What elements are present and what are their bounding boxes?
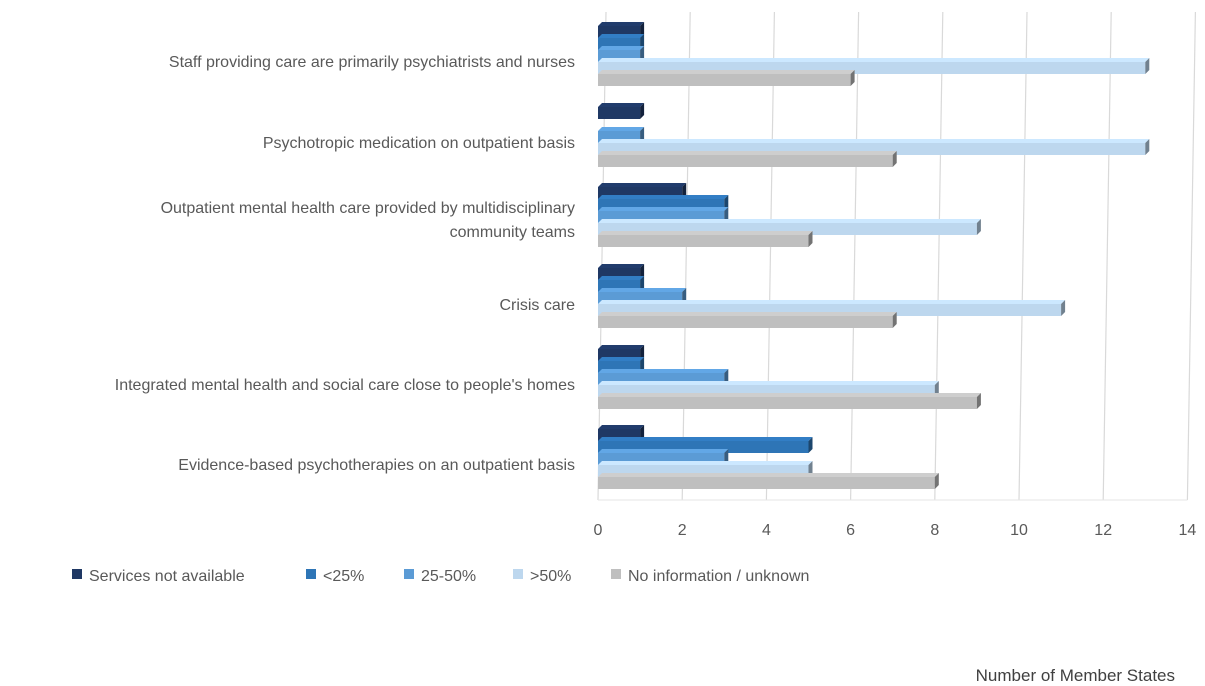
bar-top [598, 345, 645, 349]
bar-top [598, 58, 1150, 62]
bar-top [598, 473, 939, 477]
category-label: Evidence-based psychotherapies on an out… [178, 457, 575, 474]
legend-entry: >50% [513, 568, 571, 585]
bar [598, 231, 813, 247]
bar-top [598, 183, 687, 187]
category-label: Integrated mental health and social care… [115, 377, 575, 394]
gridline [1018, 11, 1028, 501]
bar-front [598, 477, 935, 489]
legend-entry: No information / unknown [611, 568, 809, 585]
bar-end [640, 103, 645, 119]
legend-swatch [611, 569, 621, 579]
x-tick-label: 0 [594, 522, 603, 539]
bar-top [598, 449, 729, 453]
legend-entry: Services not available [72, 568, 245, 585]
bar-front [598, 155, 893, 167]
x-axis-title: Number of Member States [975, 666, 1175, 685]
bars [598, 22, 1150, 489]
category-label: Outpatient mental health care provided b… [161, 200, 575, 241]
legend: Services not available <25% 25-50% >50% No i… [72, 568, 809, 585]
bar-top [598, 264, 645, 268]
legend-swatch [306, 569, 316, 579]
bar [598, 393, 981, 409]
bar-front [598, 397, 977, 409]
bar-top [598, 437, 813, 441]
bar-end [1145, 58, 1150, 74]
legend-label: >50% [530, 568, 571, 585]
bar [598, 70, 855, 86]
legend-label: 25-50% [421, 568, 476, 585]
x-tick-label: 6 [846, 522, 855, 539]
bar [598, 312, 897, 328]
x-axis-ticks: 0 2 4 6 8 10 12 14 [594, 522, 1197, 539]
bar-top [598, 312, 897, 316]
bar-front [598, 316, 893, 328]
bar-top [598, 219, 981, 223]
bar-top [598, 103, 645, 107]
gridline [597, 11, 607, 501]
legend-label: Services not available [89, 568, 245, 585]
bar-end [1061, 300, 1066, 316]
gridline [765, 11, 775, 501]
gridline [1186, 11, 1196, 501]
legend-swatch [72, 569, 82, 579]
bar-end [808, 437, 813, 453]
gridlines [597, 11, 1196, 501]
bar [598, 103, 645, 119]
bar-top [598, 381, 939, 385]
gridline [1102, 11, 1112, 501]
bar-top [598, 425, 645, 429]
bar-top [598, 300, 1066, 304]
bar-end [976, 393, 981, 409]
bar-top [598, 70, 855, 74]
bar-end [934, 473, 939, 489]
bar-top [598, 127, 645, 131]
legend-entry: 25-50% [404, 568, 476, 585]
category-labels: Staff providing care are primarily psych… [115, 54, 575, 474]
bar-top [598, 207, 729, 211]
bar-top [598, 357, 645, 361]
gridline [850, 11, 860, 501]
x-tick-label: 10 [1010, 522, 1028, 539]
bar-top [598, 151, 897, 155]
bar-front [598, 107, 641, 119]
x-tick-label: 8 [930, 522, 939, 539]
gridline [681, 11, 691, 501]
bar-end [892, 151, 897, 167]
bar-top [598, 22, 645, 26]
bar-top [598, 46, 645, 50]
bar-top [598, 139, 1150, 143]
x-tick-label: 14 [1179, 522, 1197, 539]
bar [598, 151, 897, 167]
bar-top [598, 288, 687, 292]
bar-end [892, 312, 897, 328]
x-tick-label: 12 [1094, 522, 1112, 539]
bar-top [598, 231, 813, 235]
bar [598, 473, 939, 489]
category-label: Psychotropic medication on outpatient ba… [263, 135, 575, 152]
bar-end [1145, 139, 1150, 155]
gridline [934, 11, 944, 501]
bar-front [598, 235, 809, 247]
bar-top [598, 369, 729, 373]
legend-label: No information / unknown [628, 568, 809, 585]
bar-front [598, 74, 851, 86]
bar-end [850, 70, 855, 86]
bar-top [598, 461, 813, 465]
legend-entry: <25% [306, 568, 364, 585]
x-tick-label: 4 [762, 522, 771, 539]
bar-top [598, 393, 981, 397]
bar-top [598, 276, 645, 280]
legend-swatch [404, 569, 414, 579]
legend-swatch [513, 569, 523, 579]
category-label: Staff providing care are primarily psych… [169, 54, 575, 71]
bar-end [808, 231, 813, 247]
legend-label: <25% [323, 568, 364, 585]
bar-top [598, 34, 645, 38]
category-label: Crisis care [499, 297, 575, 314]
bar-top [598, 195, 729, 199]
x-tick-label: 2 [678, 522, 687, 539]
bar-end [976, 219, 981, 235]
